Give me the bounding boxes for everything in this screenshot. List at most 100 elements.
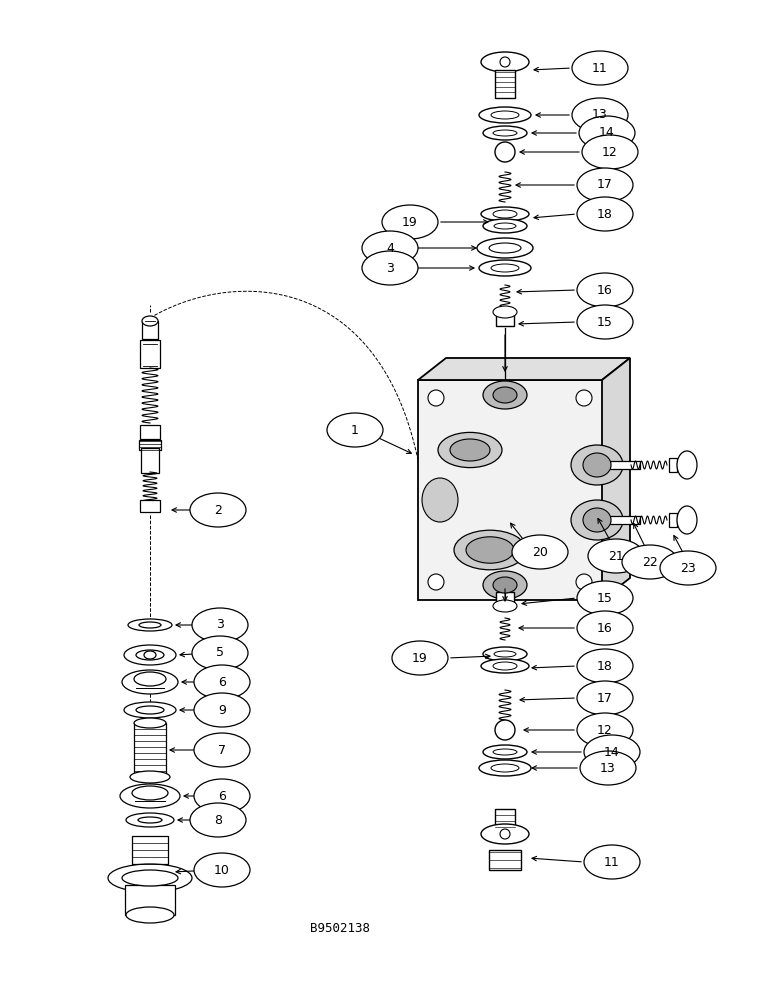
Bar <box>140 425 160 439</box>
Bar <box>496 314 514 326</box>
Ellipse shape <box>493 210 517 218</box>
Ellipse shape <box>481 824 529 844</box>
Ellipse shape <box>677 451 697 479</box>
Text: 11: 11 <box>592 62 608 75</box>
Ellipse shape <box>493 662 517 670</box>
Ellipse shape <box>124 645 176 665</box>
Ellipse shape <box>493 600 517 612</box>
Ellipse shape <box>493 387 517 403</box>
Circle shape <box>428 574 444 590</box>
Text: 16: 16 <box>597 621 613 635</box>
Ellipse shape <box>577 681 633 715</box>
Ellipse shape <box>577 649 633 683</box>
Ellipse shape <box>454 530 526 570</box>
Bar <box>141 448 159 473</box>
Text: 16: 16 <box>597 284 613 296</box>
Text: 8: 8 <box>214 814 222 826</box>
Ellipse shape <box>660 551 716 585</box>
Ellipse shape <box>130 771 170 783</box>
Ellipse shape <box>479 260 531 276</box>
Ellipse shape <box>481 207 529 221</box>
Bar <box>495 70 515 98</box>
Circle shape <box>576 390 592 406</box>
Ellipse shape <box>489 243 521 253</box>
Polygon shape <box>602 358 630 600</box>
Bar <box>489 850 521 870</box>
Text: 18: 18 <box>597 660 613 672</box>
Ellipse shape <box>493 130 517 136</box>
Ellipse shape <box>571 500 623 540</box>
Ellipse shape <box>572 51 628 85</box>
Bar <box>496 592 514 604</box>
Text: 1: 1 <box>351 424 359 436</box>
Ellipse shape <box>327 413 383 447</box>
Bar <box>132 836 168 864</box>
Ellipse shape <box>483 647 527 661</box>
Text: 14: 14 <box>599 126 615 139</box>
Ellipse shape <box>572 98 628 132</box>
Ellipse shape <box>588 539 644 573</box>
Text: 12: 12 <box>602 145 618 158</box>
Ellipse shape <box>450 439 490 461</box>
Ellipse shape <box>194 665 250 699</box>
Ellipse shape <box>582 135 638 169</box>
Ellipse shape <box>122 870 178 886</box>
Text: 12: 12 <box>597 724 613 736</box>
Ellipse shape <box>126 907 174 923</box>
Text: 3: 3 <box>386 261 394 274</box>
Ellipse shape <box>577 273 633 307</box>
Ellipse shape <box>677 506 697 534</box>
Ellipse shape <box>194 693 250 727</box>
Ellipse shape <box>491 764 519 772</box>
Bar <box>610 461 640 469</box>
Text: 15: 15 <box>597 591 613 604</box>
Ellipse shape <box>577 168 633 202</box>
Ellipse shape <box>493 306 517 318</box>
Ellipse shape <box>491 264 519 272</box>
Bar <box>610 516 640 524</box>
Ellipse shape <box>120 784 180 808</box>
Circle shape <box>500 829 510 839</box>
Ellipse shape <box>139 622 161 628</box>
Ellipse shape <box>132 786 168 800</box>
Ellipse shape <box>392 641 448 675</box>
Ellipse shape <box>584 735 640 769</box>
Ellipse shape <box>483 571 527 599</box>
Ellipse shape <box>577 713 633 747</box>
Text: 22: 22 <box>642 556 658 568</box>
Ellipse shape <box>138 817 162 823</box>
Text: 2: 2 <box>214 504 222 516</box>
Circle shape <box>495 720 515 740</box>
Bar <box>140 340 160 368</box>
Ellipse shape <box>194 853 250 887</box>
Text: 7: 7 <box>218 744 226 756</box>
Ellipse shape <box>122 670 178 694</box>
Text: 15: 15 <box>597 316 613 328</box>
Text: 4: 4 <box>386 241 394 254</box>
Ellipse shape <box>382 205 438 239</box>
Ellipse shape <box>477 238 533 258</box>
Ellipse shape <box>577 581 633 615</box>
Ellipse shape <box>580 751 636 785</box>
Text: 13: 13 <box>600 762 616 774</box>
Ellipse shape <box>494 223 516 229</box>
Text: 17: 17 <box>597 178 613 192</box>
Ellipse shape <box>577 611 633 645</box>
Text: 18: 18 <box>597 208 613 221</box>
Text: 17: 17 <box>597 692 613 704</box>
Circle shape <box>428 390 444 406</box>
Ellipse shape <box>577 197 633 231</box>
Ellipse shape <box>579 116 635 150</box>
Bar <box>139 440 161 450</box>
Ellipse shape <box>571 445 623 485</box>
Ellipse shape <box>493 577 517 593</box>
Ellipse shape <box>362 251 418 285</box>
Ellipse shape <box>190 803 246 837</box>
Circle shape <box>500 57 510 67</box>
Ellipse shape <box>194 779 250 813</box>
Ellipse shape <box>136 706 164 714</box>
Text: B9502138: B9502138 <box>310 922 370 934</box>
Ellipse shape <box>483 745 527 759</box>
Ellipse shape <box>136 650 164 660</box>
Bar <box>418 380 602 600</box>
